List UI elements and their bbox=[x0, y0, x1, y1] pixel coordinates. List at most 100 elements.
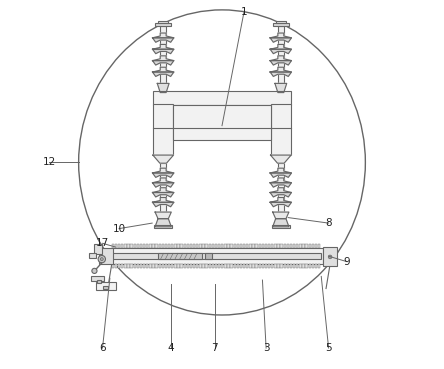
Polygon shape bbox=[153, 155, 174, 163]
Bar bbox=[262, 264, 264, 268]
Polygon shape bbox=[155, 212, 171, 219]
Bar bbox=[134, 264, 136, 268]
Bar bbox=[134, 244, 136, 248]
Polygon shape bbox=[153, 38, 174, 42]
Bar bbox=[149, 264, 151, 268]
Bar bbox=[118, 264, 120, 268]
Bar bbox=[276, 21, 285, 23]
Bar bbox=[177, 264, 180, 268]
Bar bbox=[174, 244, 177, 248]
Bar bbox=[190, 264, 192, 268]
Bar bbox=[152, 264, 155, 268]
Text: 9: 9 bbox=[344, 257, 350, 267]
Bar bbox=[190, 244, 192, 248]
Bar bbox=[206, 264, 208, 268]
Bar bbox=[96, 282, 116, 290]
Polygon shape bbox=[153, 72, 174, 76]
Bar bbox=[143, 264, 145, 268]
Text: 17: 17 bbox=[96, 238, 109, 248]
Text: 6: 6 bbox=[99, 343, 106, 353]
Bar bbox=[103, 286, 108, 289]
Text: 8: 8 bbox=[325, 218, 332, 228]
Bar bbox=[168, 244, 170, 248]
Bar bbox=[312, 264, 314, 268]
Bar bbox=[146, 244, 148, 248]
Bar bbox=[155, 244, 158, 248]
Bar bbox=[206, 244, 208, 248]
Polygon shape bbox=[153, 188, 174, 193]
Bar bbox=[155, 225, 172, 228]
Bar bbox=[140, 264, 142, 268]
Bar bbox=[278, 163, 284, 212]
Polygon shape bbox=[270, 197, 291, 202]
Bar bbox=[270, 104, 291, 155]
Bar bbox=[274, 264, 277, 268]
Polygon shape bbox=[273, 212, 289, 219]
Polygon shape bbox=[153, 49, 174, 54]
Bar bbox=[209, 264, 211, 268]
Bar bbox=[268, 264, 270, 268]
Bar bbox=[171, 264, 174, 268]
Bar bbox=[249, 264, 252, 268]
Bar bbox=[243, 264, 245, 268]
Bar bbox=[143, 244, 145, 248]
Bar bbox=[112, 264, 114, 268]
Bar bbox=[237, 244, 239, 248]
Bar bbox=[278, 264, 280, 268]
Bar bbox=[131, 244, 133, 248]
Polygon shape bbox=[270, 155, 291, 163]
Bar bbox=[272, 225, 289, 228]
Bar bbox=[230, 264, 233, 268]
Bar bbox=[240, 244, 242, 248]
Polygon shape bbox=[270, 61, 291, 65]
Polygon shape bbox=[153, 183, 174, 187]
Bar bbox=[296, 264, 298, 268]
Bar bbox=[273, 23, 289, 27]
Bar bbox=[218, 244, 220, 248]
Bar bbox=[302, 264, 305, 268]
Circle shape bbox=[328, 255, 332, 259]
Polygon shape bbox=[157, 83, 169, 93]
Bar bbox=[99, 248, 113, 264]
Polygon shape bbox=[270, 56, 291, 61]
Bar bbox=[183, 264, 186, 268]
Polygon shape bbox=[270, 33, 291, 38]
Bar bbox=[165, 264, 167, 268]
Polygon shape bbox=[153, 173, 174, 177]
Bar bbox=[137, 244, 139, 248]
Bar bbox=[121, 244, 123, 248]
Text: 4: 4 bbox=[167, 343, 174, 353]
Bar bbox=[202, 244, 205, 248]
Polygon shape bbox=[153, 61, 174, 65]
Bar bbox=[152, 244, 155, 248]
Bar bbox=[255, 244, 258, 248]
Bar bbox=[287, 264, 289, 268]
Bar bbox=[112, 253, 321, 259]
Bar bbox=[159, 244, 161, 248]
Bar bbox=[110, 248, 323, 264]
Bar bbox=[309, 244, 311, 248]
Bar bbox=[234, 264, 236, 268]
Bar bbox=[284, 244, 286, 248]
Bar bbox=[252, 264, 255, 268]
Bar bbox=[180, 244, 183, 248]
Text: 3: 3 bbox=[263, 343, 270, 353]
Polygon shape bbox=[270, 72, 291, 76]
Bar bbox=[187, 264, 189, 268]
Bar bbox=[315, 244, 317, 248]
Bar bbox=[246, 244, 249, 248]
Bar bbox=[153, 92, 291, 106]
Bar bbox=[159, 264, 161, 268]
Bar bbox=[227, 264, 230, 268]
Polygon shape bbox=[270, 173, 291, 177]
Text: 10: 10 bbox=[112, 224, 126, 234]
Bar bbox=[199, 244, 202, 248]
Bar bbox=[171, 244, 174, 248]
Circle shape bbox=[98, 255, 106, 263]
Bar bbox=[174, 106, 270, 140]
Bar bbox=[281, 264, 283, 268]
Bar bbox=[202, 264, 205, 268]
Polygon shape bbox=[155, 219, 171, 227]
Polygon shape bbox=[270, 38, 291, 42]
Bar bbox=[278, 244, 280, 248]
